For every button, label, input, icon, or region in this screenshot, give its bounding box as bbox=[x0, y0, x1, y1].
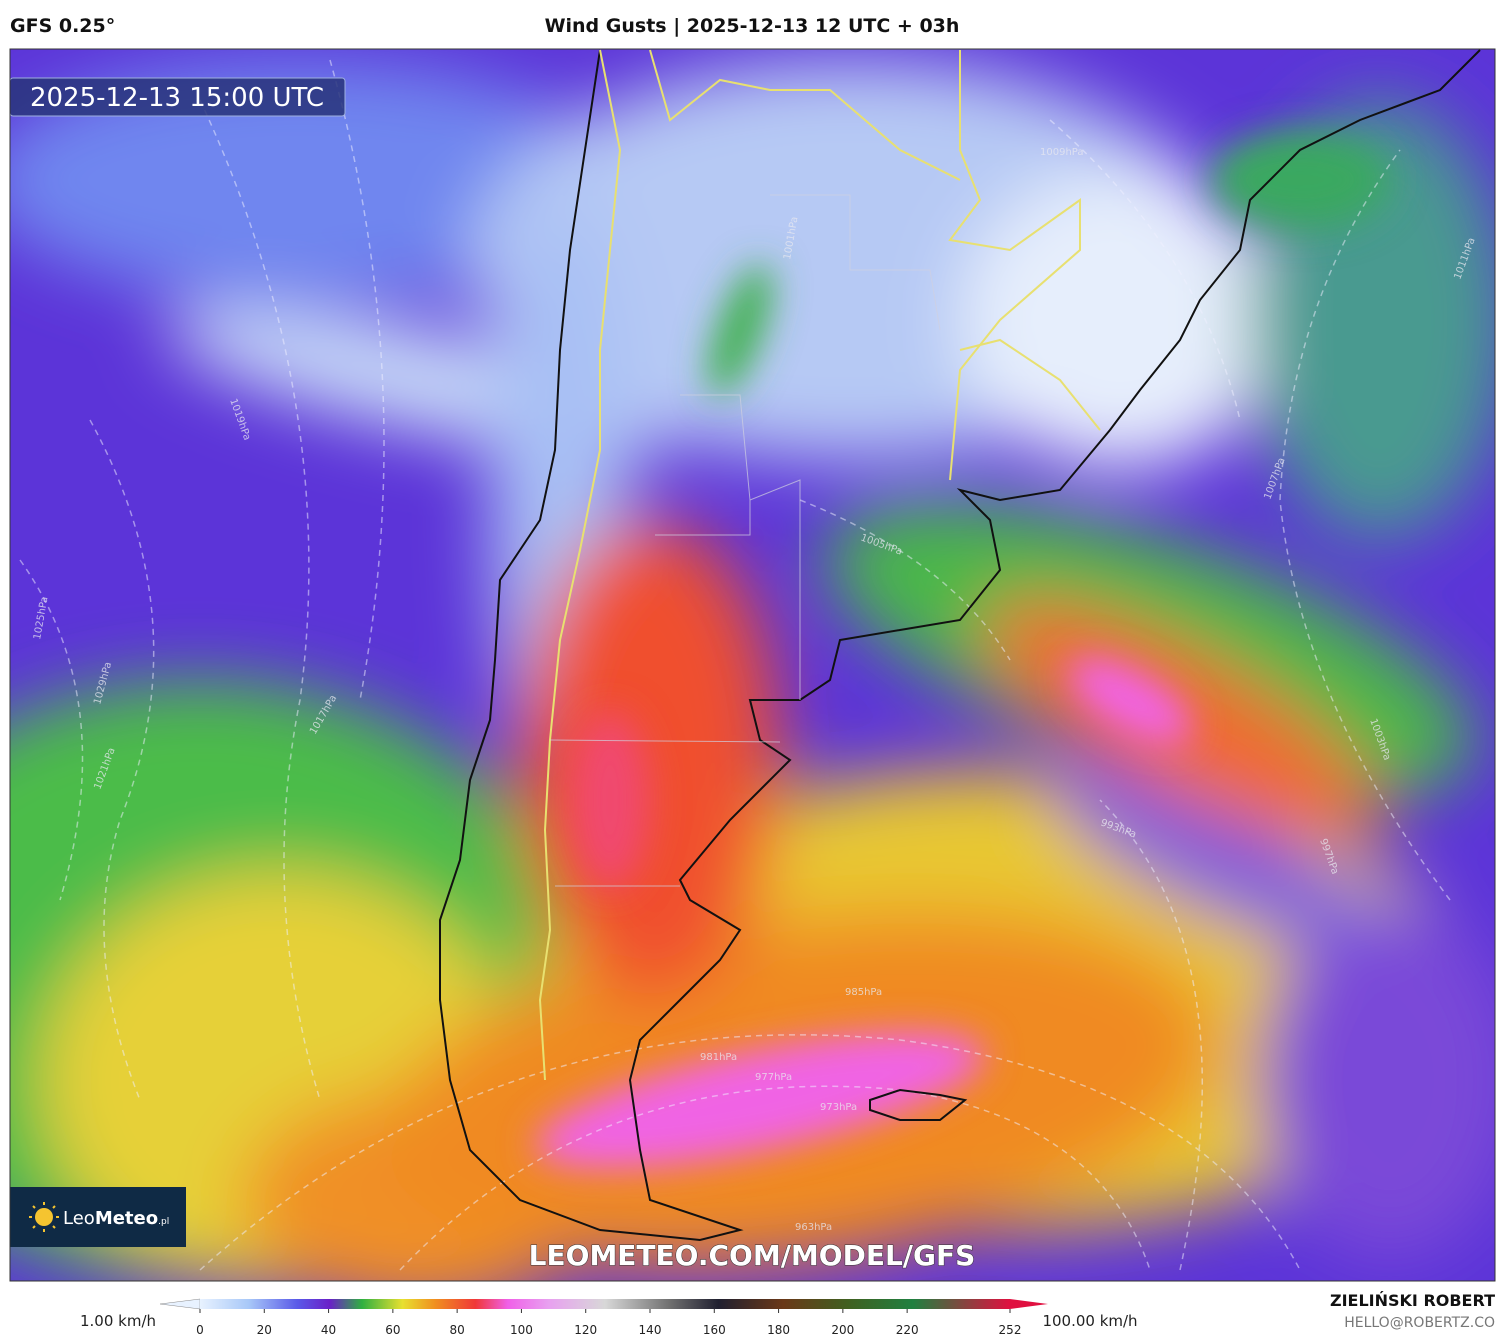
timestamp: 2025-12-13 15:00 UTC bbox=[30, 83, 324, 113]
logo-sun bbox=[29, 1202, 59, 1232]
colorbar-tick-label: 180 bbox=[767, 1323, 790, 1337]
isobar-label: 963hPa bbox=[795, 1222, 832, 1233]
model-label: GFS 0.25° bbox=[10, 15, 115, 37]
watermark: LEOMETEO.COM/MODEL/GFS bbox=[529, 1239, 976, 1272]
colorbar-tick-label: 100 bbox=[510, 1323, 533, 1337]
colorbar-tick-label: 200 bbox=[831, 1323, 854, 1337]
map-title: Wind Gusts | 2025-12-13 12 UTC + 03h bbox=[545, 15, 960, 37]
credit-author: ZIELIŃSKI ROBERT bbox=[1330, 1291, 1495, 1310]
coastline bbox=[439, 49, 1481, 1242]
colorbar-tick-label: 20 bbox=[257, 1323, 272, 1337]
isobars bbox=[19, 59, 1451, 1271]
colorbar-tick-label: 140 bbox=[639, 1323, 662, 1337]
colorbar-tick-label: 60 bbox=[385, 1323, 400, 1337]
colorbar-max-label: 100.00 km/h bbox=[1042, 1312, 1137, 1330]
colorbar-tick-label: 80 bbox=[450, 1323, 465, 1337]
isobar-label: 1009hPa bbox=[1040, 147, 1084, 158]
colorbar bbox=[159, 1298, 1048, 1310]
map-frame bbox=[9, 48, 1496, 1282]
isobar-label: 973hPa bbox=[820, 1102, 857, 1113]
timestamp-box bbox=[10, 77, 346, 117]
provinces bbox=[549, 194, 941, 887]
wind-maxima bbox=[534, 130, 1390, 1169]
colorbar-tick-label: 0 bbox=[196, 1323, 204, 1337]
colorbar-min-label: 1.00 km/h bbox=[80, 1312, 156, 1330]
colorbar-bar bbox=[200, 1299, 1010, 1309]
colorbar-tick-label: 40 bbox=[321, 1323, 336, 1337]
logo-second: Meteo bbox=[95, 1208, 158, 1229]
colorbar-tick-label: 252 bbox=[999, 1323, 1022, 1337]
logo-suffix: .pl bbox=[158, 1217, 169, 1227]
isobar-label: 985hPa bbox=[845, 987, 882, 998]
logo-first: Leo bbox=[63, 1208, 95, 1229]
colorbar-tick-label: 160 bbox=[703, 1323, 726, 1337]
isobar-label: 977hPa bbox=[755, 1072, 792, 1083]
credit-email: HELLO@ROBERTZ.CO bbox=[1344, 1315, 1495, 1331]
colorbar-tick-label: 120 bbox=[574, 1323, 597, 1337]
isobar-label: 981hPa bbox=[700, 1052, 737, 1063]
map: 1009hPa 1001hPa 1005hPa 1019hPa 1025hPa … bbox=[10, 49, 1495, 1281]
logo-text: LeoMeteo.pl bbox=[63, 1208, 169, 1229]
colorbar-max-arrow bbox=[1010, 1299, 1048, 1309]
colorbar-tick-label: 220 bbox=[896, 1323, 919, 1337]
colorbar-min-arrow bbox=[159, 1298, 201, 1310]
borders bbox=[538, 49, 1101, 1081]
